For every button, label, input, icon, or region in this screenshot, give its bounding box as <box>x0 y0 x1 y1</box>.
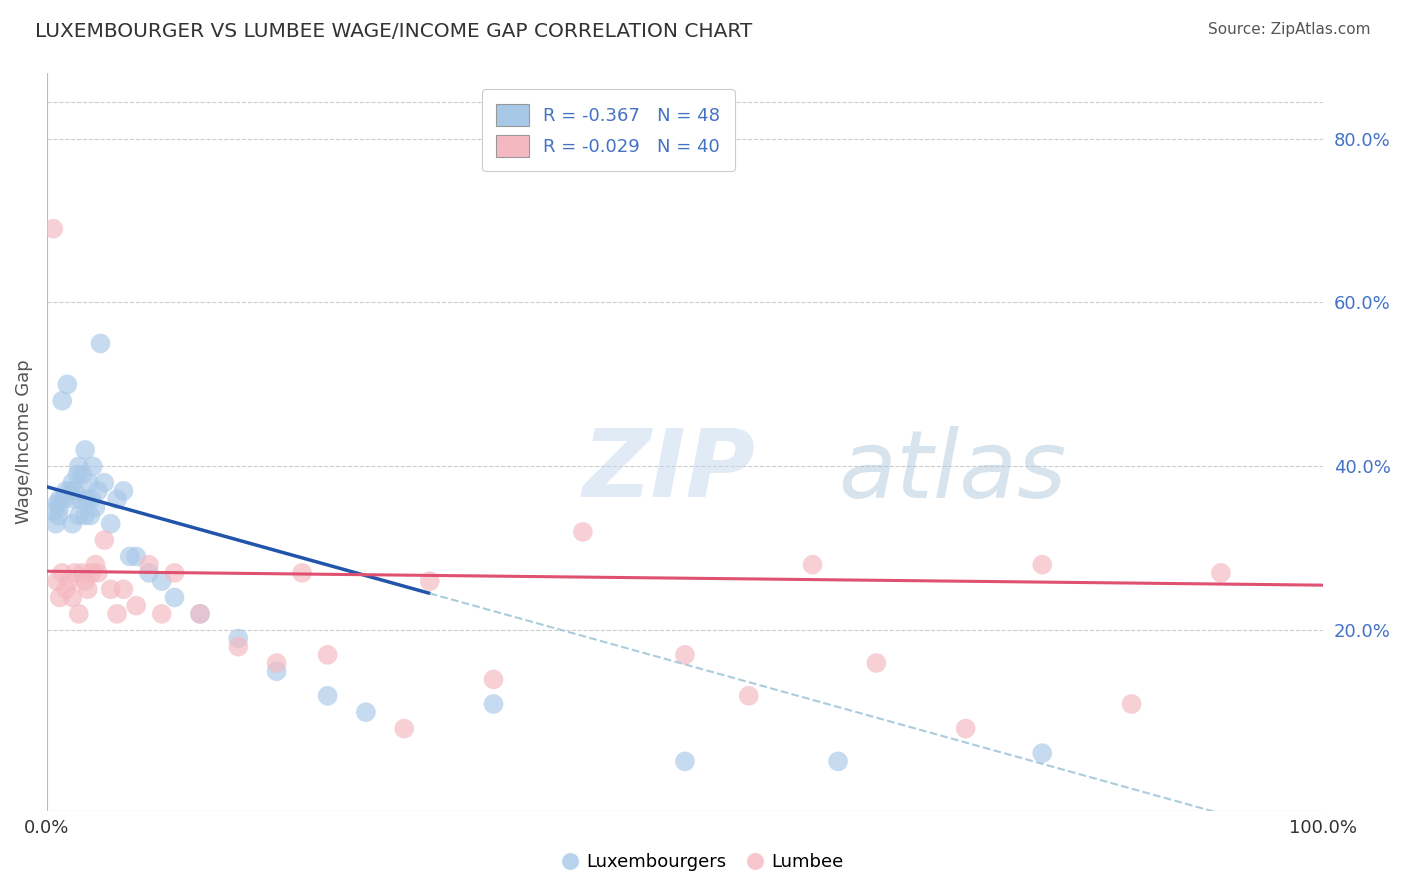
Point <box>482 697 505 711</box>
Point <box>125 549 148 564</box>
Point <box>72 566 94 580</box>
Point <box>226 632 249 646</box>
Point <box>419 574 441 588</box>
Point <box>84 500 107 515</box>
Point <box>48 500 70 515</box>
Point <box>188 607 211 621</box>
Point <box>62 591 84 605</box>
Point <box>67 508 90 523</box>
Point <box>76 582 98 597</box>
Point <box>291 566 314 580</box>
Point <box>1031 558 1053 572</box>
Y-axis label: Wage/Income Gap: Wage/Income Gap <box>15 359 32 524</box>
Point <box>118 549 141 564</box>
Point <box>87 483 110 498</box>
Point <box>46 496 69 510</box>
Point <box>48 591 70 605</box>
Point <box>827 755 849 769</box>
Point <box>801 558 824 572</box>
Point <box>266 656 288 670</box>
Point <box>82 459 104 474</box>
Point <box>79 508 101 523</box>
Point <box>392 722 415 736</box>
Point <box>75 442 97 457</box>
Point <box>266 664 288 678</box>
Legend: R = -0.367   N = 48, R = -0.029   N = 40: R = -0.367 N = 48, R = -0.029 N = 40 <box>482 89 735 171</box>
Point <box>100 582 122 597</box>
Point <box>1031 746 1053 760</box>
Point <box>673 648 696 662</box>
Point <box>42 504 65 518</box>
Point <box>572 524 595 539</box>
Point <box>316 689 339 703</box>
Point <box>42 221 65 235</box>
Point <box>52 492 75 507</box>
Point <box>67 459 90 474</box>
Point <box>51 393 73 408</box>
Point <box>72 467 94 482</box>
Point <box>69 492 91 507</box>
Point <box>163 591 186 605</box>
Point <box>48 508 70 523</box>
Point <box>45 516 67 531</box>
Point <box>84 558 107 572</box>
Point <box>76 492 98 507</box>
Point <box>62 475 84 490</box>
Point <box>138 566 160 580</box>
Point <box>67 607 90 621</box>
Point <box>46 574 69 588</box>
Point <box>112 483 135 498</box>
Point <box>63 566 86 580</box>
Point <box>75 508 97 523</box>
Point <box>105 492 128 507</box>
Point <box>75 574 97 588</box>
Point <box>150 574 173 588</box>
Point <box>316 648 339 662</box>
Point <box>93 475 115 490</box>
Point <box>482 673 505 687</box>
Point <box>63 492 86 507</box>
Point <box>738 689 761 703</box>
Point <box>48 492 70 507</box>
Point <box>138 558 160 572</box>
Point <box>93 533 115 547</box>
Point <box>89 336 111 351</box>
Point <box>87 566 110 580</box>
Point <box>226 640 249 654</box>
Point <box>188 607 211 621</box>
Text: LUXEMBOURGER VS LUMBEE WAGE/INCOME GAP CORRELATION CHART: LUXEMBOURGER VS LUMBEE WAGE/INCOME GAP C… <box>35 22 752 41</box>
Point <box>865 656 887 670</box>
Point <box>112 582 135 597</box>
Point <box>150 607 173 621</box>
Legend: Luxembourgers, Lumbee: Luxembourgers, Lumbee <box>555 847 851 879</box>
Point <box>66 467 89 482</box>
Text: ZIP: ZIP <box>583 425 756 517</box>
Point <box>105 607 128 621</box>
Text: Source: ZipAtlas.com: Source: ZipAtlas.com <box>1208 22 1371 37</box>
Point <box>55 483 77 498</box>
Point <box>77 475 100 490</box>
Point <box>51 566 73 580</box>
Point <box>955 722 977 736</box>
Text: atlas: atlas <box>838 425 1066 516</box>
Point <box>354 705 377 719</box>
Point <box>80 566 103 580</box>
Point <box>673 755 696 769</box>
Point <box>100 516 122 531</box>
Point <box>59 483 82 498</box>
Point <box>1121 697 1143 711</box>
Point <box>63 483 86 498</box>
Point <box>163 566 186 580</box>
Point <box>59 574 82 588</box>
Point <box>56 377 79 392</box>
Point <box>55 582 77 597</box>
Point <box>1209 566 1232 580</box>
Point <box>80 492 103 507</box>
Point <box>125 599 148 613</box>
Point <box>62 516 84 531</box>
